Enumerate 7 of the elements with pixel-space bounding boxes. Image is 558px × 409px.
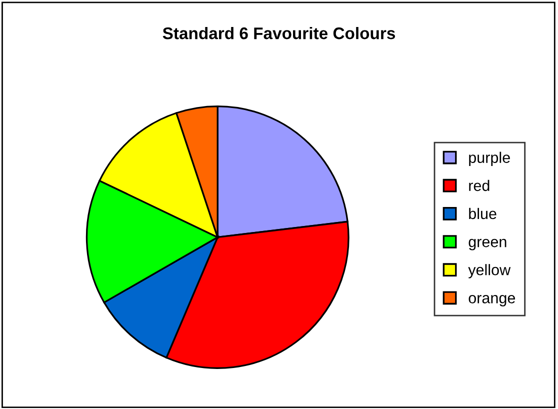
legend-label: red bbox=[469, 180, 490, 192]
legend-label: blue bbox=[469, 208, 496, 220]
legend-label: purple bbox=[469, 152, 510, 166]
legend-label: orange bbox=[468, 294, 516, 306]
chart-title: Standard 6 Favourite Colours bbox=[162, 26, 396, 40]
legend-label: green bbox=[468, 238, 506, 250]
legend-label: yellow bbox=[468, 264, 511, 278]
